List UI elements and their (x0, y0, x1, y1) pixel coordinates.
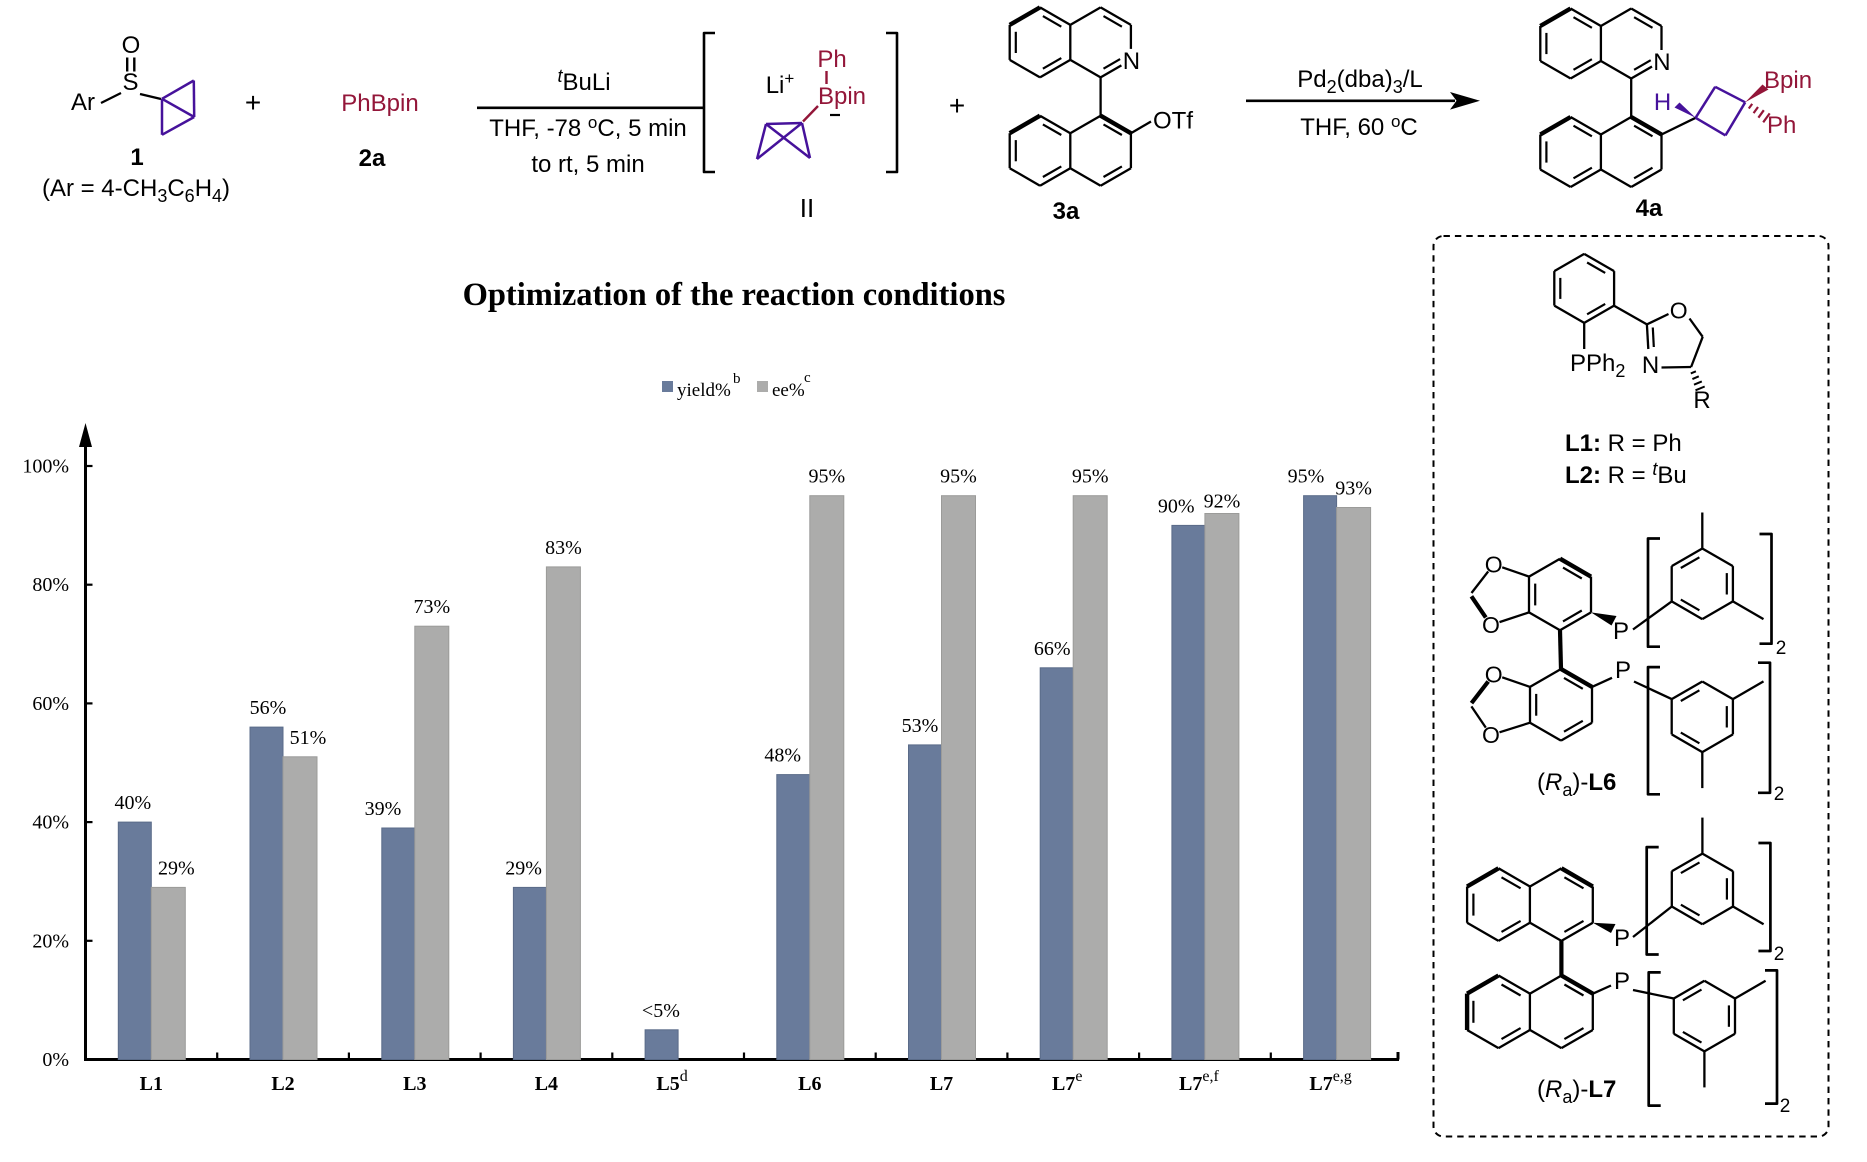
svg-text:53%: 53% (902, 715, 939, 737)
svg-text:95%: 95% (1288, 466, 1325, 488)
svg-text:2: 2 (1774, 784, 1785, 805)
svg-text:1: 1 (130, 144, 143, 171)
svg-text:92%: 92% (1204, 491, 1241, 513)
svg-text:29%: 29% (158, 857, 195, 879)
svg-text:66%: 66% (1034, 638, 1071, 660)
svg-text:S: S (122, 69, 138, 96)
svg-text:ee%: ee% (772, 380, 805, 401)
svg-text:Pd2(dba)3/L: Pd2(dba)3/L (1297, 66, 1422, 97)
svg-text:Ph: Ph (817, 46, 846, 73)
svg-text:4a: 4a (1636, 195, 1663, 222)
svg-text:O: O (1485, 551, 1503, 577)
svg-text:95%: 95% (808, 466, 845, 488)
svg-text:83%: 83% (545, 537, 582, 559)
svg-text:P: P (1614, 925, 1630, 952)
svg-text:100%: 100% (22, 456, 69, 478)
svg-text:Ar: Ar (71, 89, 95, 116)
svg-text:80%: 80% (32, 574, 69, 596)
svg-text:PhBpin: PhBpin (341, 90, 418, 117)
svg-text:P: P (1615, 657, 1631, 684)
svg-text:L7e,f: L7e,f (1179, 1068, 1219, 1095)
svg-text:L1: R = Ph: L1: R = Ph (1565, 430, 1682, 457)
svg-text:N: N (1123, 48, 1140, 75)
svg-text:L3: L3 (403, 1073, 426, 1095)
svg-text:O: O (1482, 612, 1500, 638)
svg-text:O: O (1670, 298, 1688, 324)
svg-text:N: N (1642, 352, 1659, 379)
svg-text:39%: 39% (365, 798, 402, 820)
svg-text:2: 2 (1780, 1096, 1791, 1117)
svg-text:Ph: Ph (1767, 112, 1796, 139)
svg-text:Bpin: Bpin (1764, 67, 1812, 94)
svg-text:R: R (1693, 387, 1710, 414)
svg-text:tBuLi: tBuLi (557, 66, 610, 96)
svg-text:2: 2 (1776, 638, 1787, 659)
svg-text:OTf: OTf (1153, 108, 1193, 135)
svg-text:+: + (245, 87, 261, 118)
svg-text:THF, 60 oC: THF, 60 oC (1300, 112, 1418, 141)
svg-text:P: P (1614, 968, 1630, 995)
svg-text:40%: 40% (32, 812, 69, 834)
svg-text:48%: 48% (764, 745, 801, 767)
svg-text:Optimization of the reaction c: Optimization of the reaction conditions (463, 277, 1006, 313)
svg-text:51%: 51% (290, 727, 327, 749)
svg-text:(Ra)-L7: (Ra)-L7 (1537, 1076, 1616, 1107)
svg-text:3a: 3a (1053, 198, 1080, 225)
svg-text:20%: 20% (32, 930, 69, 952)
svg-text:29%: 29% (505, 857, 542, 879)
svg-text:II: II (800, 193, 814, 223)
svg-text:73%: 73% (413, 596, 450, 618)
svg-text:(Ra)-L6: (Ra)-L6 (1537, 769, 1616, 800)
svg-text:L6: L6 (798, 1073, 821, 1095)
svg-text:L1: L1 (140, 1073, 163, 1095)
svg-text:O: O (122, 32, 141, 59)
svg-text:56%: 56% (250, 697, 287, 719)
svg-text:O: O (1485, 661, 1503, 687)
svg-text:2: 2 (1774, 944, 1785, 965)
svg-text:Bpin: Bpin (818, 83, 866, 110)
svg-text:H: H (1654, 89, 1671, 116)
svg-text:L2: L2 (271, 1073, 294, 1095)
svg-text:yield%: yield% (677, 380, 731, 401)
svg-text:2a: 2a (359, 145, 386, 172)
svg-text:L2: R = tBu: L2: R = tBu (1565, 459, 1687, 489)
svg-text:+: + (949, 90, 965, 121)
svg-text:L4: L4 (535, 1073, 558, 1095)
svg-text:c: c (804, 370, 811, 386)
svg-text:(Ar = 4-CH3C6H4): (Ar = 4-CH3C6H4) (42, 175, 230, 206)
svg-text:95%: 95% (940, 466, 977, 488)
svg-text:90%: 90% (1158, 495, 1195, 517)
svg-text:<5%: <5% (642, 1000, 680, 1022)
svg-text:40%: 40% (114, 792, 151, 814)
svg-text:95%: 95% (1072, 466, 1109, 488)
svg-text:P: P (1613, 618, 1629, 645)
svg-text:60%: 60% (32, 693, 69, 715)
svg-text:0%: 0% (42, 1049, 69, 1071)
svg-text:L7: L7 (930, 1073, 953, 1095)
svg-text:b: b (733, 371, 741, 387)
svg-text:O: O (1482, 722, 1500, 748)
svg-text:N: N (1653, 49, 1670, 76)
svg-text:to rt, 5 min: to rt, 5 min (531, 151, 644, 178)
svg-text:93%: 93% (1335, 478, 1372, 500)
